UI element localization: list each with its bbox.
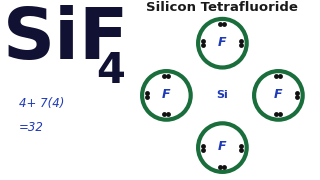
Text: F: F: [218, 140, 227, 153]
Text: SiF: SiF: [3, 5, 130, 74]
Text: 4+ 7(4): 4+ 7(4): [19, 97, 65, 110]
Text: F: F: [274, 88, 283, 101]
Circle shape: [198, 123, 247, 172]
Text: Si: Si: [217, 90, 228, 100]
Text: F: F: [162, 88, 171, 101]
Text: =32: =32: [19, 121, 44, 134]
Circle shape: [142, 71, 191, 120]
Circle shape: [254, 71, 303, 120]
Text: F: F: [218, 36, 227, 49]
Text: Silicon Tetrafluoride: Silicon Tetrafluoride: [147, 1, 298, 14]
Circle shape: [198, 19, 247, 68]
Text: 4: 4: [96, 50, 125, 92]
